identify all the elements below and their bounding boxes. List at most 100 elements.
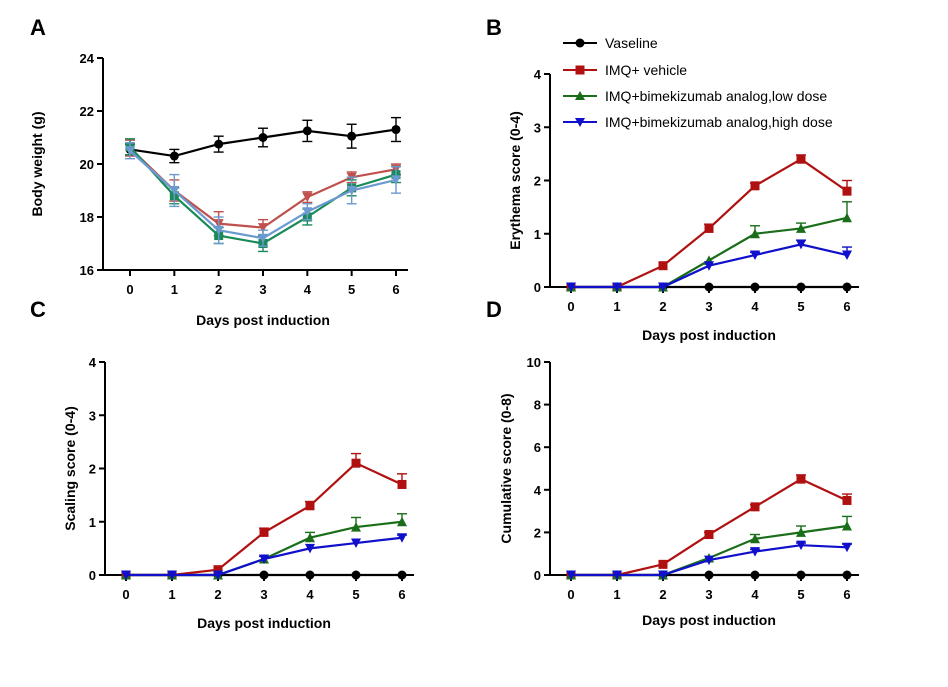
x-tick-label: 5 (797, 587, 804, 602)
data-point (750, 502, 760, 512)
x-axis-title: Days post induction (642, 327, 776, 343)
data-point (259, 570, 269, 580)
x-tick-label: 0 (567, 299, 574, 314)
y-tick-label: 3 (534, 120, 541, 135)
legend-label-low-dose: IMQ+bimekizumab analog,low dose (605, 88, 827, 104)
x-tick-label: 1 (168, 587, 175, 602)
data-point (842, 495, 852, 505)
y-tick-label: 16 (80, 263, 94, 278)
data-point (397, 479, 407, 489)
y-tick-label: 2 (89, 462, 96, 477)
panel-letter-d: D (486, 297, 502, 322)
data-point (796, 540, 806, 551)
data-point (704, 555, 714, 566)
data-point (167, 570, 177, 580)
y-tick-label: 1 (534, 227, 541, 242)
y-tick-label: 4 (534, 483, 542, 498)
y-tick-label: 2 (534, 174, 541, 189)
series-3 (566, 239, 852, 292)
x-tick-label: 6 (392, 282, 399, 297)
series-2 (566, 515, 852, 580)
x-tick-label: 3 (705, 587, 712, 602)
legend-label-high-dose: IMQ+bimekizumab analog,high dose (605, 114, 833, 130)
x-tick-label: 1 (171, 282, 178, 297)
data-point (704, 223, 714, 233)
data-point (566, 282, 576, 292)
x-tick-label: 0 (567, 587, 574, 602)
data-point (305, 501, 315, 511)
data-point (351, 570, 361, 580)
x-axis-title: Days post induction (642, 612, 776, 628)
x-axis-title: Days post induction (197, 615, 331, 631)
data-point (750, 282, 760, 292)
panel-a: 16 18 20 22 24 0 1 2 3 4 5 6 Days post induction Body… (29, 51, 408, 328)
x-tick-label: 5 (348, 282, 355, 297)
data-point (259, 554, 269, 565)
y-axis-title: Cumulative score (0-8) (498, 393, 514, 543)
data-point (125, 146, 135, 156)
x-tick-label: 3 (260, 587, 267, 602)
y-tick-label: 24 (80, 51, 95, 66)
data-point (213, 565, 223, 575)
x-tick-label: 6 (398, 587, 405, 602)
y-axis-title: Scaling score (0-4) (62, 406, 78, 531)
data-point (750, 547, 760, 557)
data-point (796, 527, 806, 537)
data-point (121, 570, 131, 580)
circle-marker-icon (575, 38, 585, 48)
data-point (213, 570, 223, 580)
data-point (258, 133, 268, 142)
square-marker-icon (575, 65, 585, 75)
data-point (704, 570, 714, 580)
data-point (259, 527, 269, 537)
data-point (397, 533, 407, 543)
data-point (796, 239, 806, 250)
data-point (305, 543, 315, 554)
x-tick-label: 0 (122, 587, 129, 602)
data-point (842, 521, 852, 531)
data-point (658, 282, 668, 292)
series-3 (121, 533, 407, 580)
panel-letter-b: B (486, 15, 502, 40)
x-tick-label: 4 (751, 587, 759, 602)
x-tick-label: 6 (843, 299, 850, 314)
data-point (258, 223, 268, 233)
data-point (169, 151, 179, 161)
data-point (796, 570, 806, 580)
data-point (750, 250, 760, 261)
y-tick-label: 18 (80, 210, 94, 225)
x-tick-label: 5 (352, 587, 359, 602)
data-point (704, 282, 714, 292)
y-tick-label: 20 (80, 157, 94, 172)
x-tick-label: 5 (797, 299, 804, 314)
data-point (258, 233, 268, 244)
data-point (750, 228, 760, 239)
panel-d: 0 2 4 6 8 10 0 1 2 3 4 5 6 Days post induction Cumulat… (498, 355, 859, 628)
x-tick-label: 0 (126, 282, 133, 297)
panel-letter-a: A (30, 15, 46, 40)
series-3 (125, 142, 401, 247)
data-point (842, 570, 852, 580)
series-1 (566, 154, 852, 292)
y-tick-label: 3 (89, 408, 96, 423)
y-tick-label: 22 (80, 104, 94, 119)
x-tick-label: 6 (843, 587, 850, 602)
x-tick-label: 3 (259, 282, 266, 297)
x-tick-label: 2 (659, 299, 666, 314)
x-tick-label: 2 (214, 587, 221, 602)
y-tick-label: 2 (534, 525, 541, 540)
data-point (391, 175, 401, 185)
data-point (612, 570, 622, 580)
data-point (842, 212, 852, 223)
x-tick-label: 4 (751, 299, 759, 314)
data-point (842, 186, 852, 196)
series-2 (121, 513, 407, 580)
legend-entry-vaseline: Vaseline (563, 35, 658, 51)
legend-entry-low-dose: IMQ+bimekizumab analog,low dose (563, 88, 827, 104)
x-tick-label: 3 (705, 299, 712, 314)
data-point (214, 139, 224, 149)
y-tick-label: 0 (534, 280, 541, 295)
data-point (351, 458, 361, 468)
x-tick-label: 1 (613, 299, 620, 314)
